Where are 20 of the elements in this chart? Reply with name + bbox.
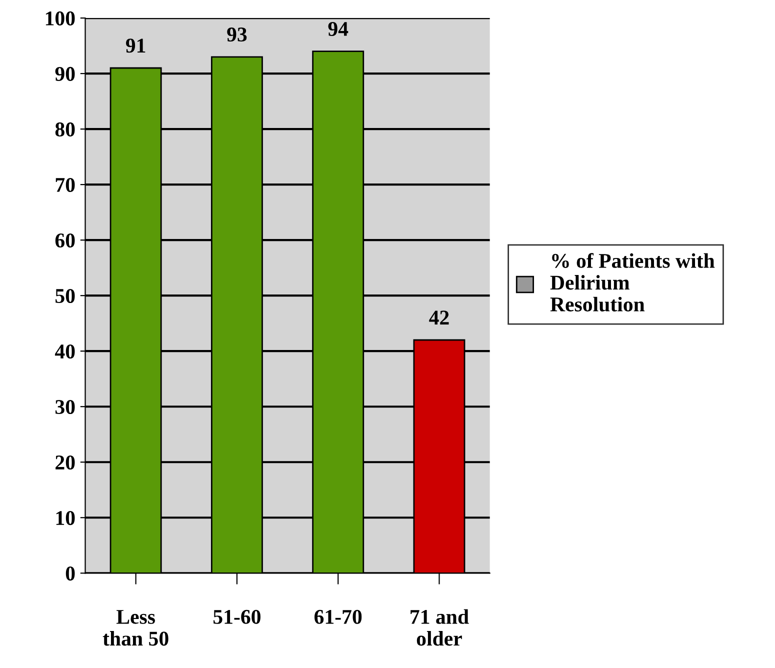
y-tick-label: 50	[56, 288, 75, 304]
x-tick-label: 61-70	[314, 610, 362, 624]
x-tick-label: 71 and older	[410, 609, 469, 646]
y-tick-label: 10	[56, 511, 75, 526]
data-label: 94	[328, 22, 348, 36]
y-tick-label: 60	[55, 233, 75, 248]
y-tick-label: 90	[55, 66, 75, 81]
data-label: 91	[126, 38, 146, 53]
text: % of Patients with Delirium Resolution	[550, 253, 715, 312]
y-tick-label: 100	[46, 11, 75, 26]
y-tick-label: 40	[54, 344, 75, 359]
y-tick-label: 20	[56, 455, 75, 470]
x-tick-label: 51-60	[213, 610, 260, 624]
y-tick-label: 70	[56, 178, 75, 192]
y-tick-label: 0	[66, 566, 75, 581]
y-tick-label: 30	[55, 400, 75, 414]
data-label: 42	[429, 310, 449, 324]
data-label: 93	[227, 28, 247, 42]
y-tick-label: 80	[55, 122, 75, 136]
x-tick-label: Less than 50	[102, 610, 168, 646]
